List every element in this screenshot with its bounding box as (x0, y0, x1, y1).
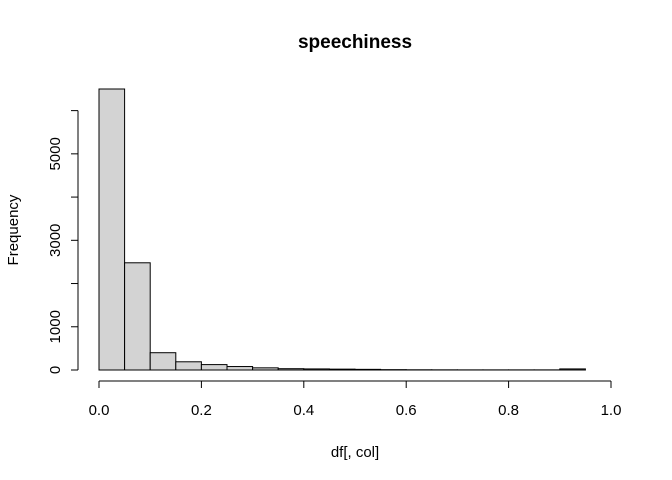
histogram-bar (149, 352, 177, 371)
x-tick-label: 0.4 (293, 402, 314, 419)
histogram-bar (277, 368, 305, 371)
y-axis: 0 1000 3000 5000 (47, 110, 79, 374)
x-tick-label: 0.0 (89, 402, 110, 419)
y-tick-label: 5000 (47, 137, 64, 170)
histogram-bar (252, 367, 279, 371)
histogram-bar (328, 368, 356, 371)
x-axis: 0.0 0.2 0.4 0.6 0.8 1.0 (89, 380, 622, 419)
histogram-bar (124, 262, 151, 371)
x-axis-title: df[, col] (331, 444, 379, 461)
x-tick-label: 0.6 (396, 402, 417, 419)
histogram-bar (303, 368, 330, 371)
y-axis-title: Frequency (5, 194, 22, 265)
histogram-bar (175, 361, 202, 371)
chart-title: speechiness (298, 32, 412, 53)
y-tick-label: 3000 (47, 224, 64, 257)
bars-group (98, 88, 586, 371)
x-tick-label: 0.8 (498, 402, 519, 419)
histogram-bar (226, 366, 254, 371)
histogram-bar (98, 88, 126, 371)
y-tick-label: 0 (47, 366, 64, 374)
x-tick-label: 1.0 (601, 402, 622, 419)
histogram-bar (354, 368, 382, 371)
x-tick-label: 0.2 (191, 402, 212, 419)
histogram-bar (559, 368, 586, 371)
y-tick-label: 1000 (47, 310, 64, 343)
histogram-bar (200, 364, 228, 371)
